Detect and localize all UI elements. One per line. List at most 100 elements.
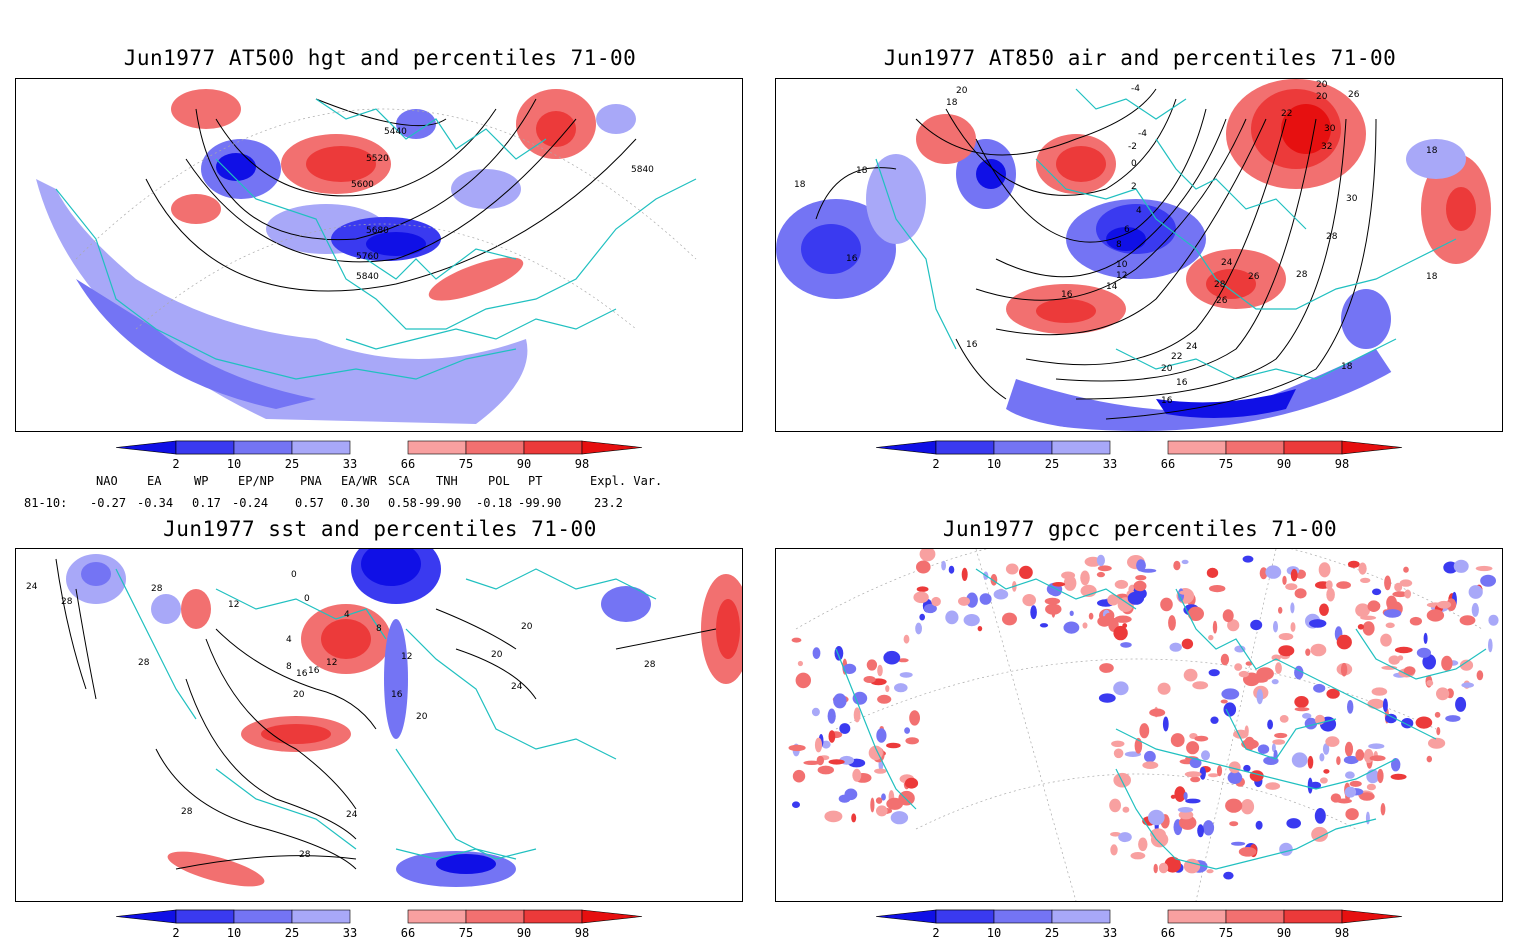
precip-cell: [923, 603, 937, 614]
colorbar-swatch: [523, 440, 583, 455]
colorbar-swatch: [291, 909, 351, 924]
contour-label: 26: [1248, 272, 1260, 282]
contour-label: 28: [151, 584, 163, 594]
precip-cell: [817, 765, 834, 775]
precip-cell: [1187, 606, 1204, 621]
colorbar-label: 10: [226, 926, 242, 940]
colorbar-arrow-high: [1341, 909, 1403, 924]
precip-cell: [1394, 582, 1403, 592]
precip-cell: [931, 596, 941, 607]
precip-cell: [1322, 743, 1330, 755]
precip-cell: [1157, 682, 1171, 695]
tele-header: EA/WR: [341, 474, 378, 488]
contour-label: 24: [1221, 258, 1233, 268]
contour-label: 28: [1296, 270, 1308, 280]
precip-cell: [1426, 680, 1434, 687]
precip-cell: [1347, 560, 1360, 568]
precip-cell: [1366, 783, 1376, 791]
precip-cell: [821, 740, 831, 749]
tele-value: 0.57: [295, 496, 324, 510]
precip-cell: [919, 549, 936, 562]
precip-cell: [1220, 699, 1228, 704]
precip-cell: [1133, 580, 1147, 592]
precip-cell: [1290, 622, 1296, 632]
precip-cell: [1349, 780, 1362, 787]
precip-cell: [977, 626, 983, 632]
precip-cell: [1177, 807, 1194, 813]
colorbar-label: 90: [516, 926, 532, 940]
contour-label: 5840: [356, 272, 379, 282]
colorbar-top-left: 2 10 25 33 66 75 90 98: [116, 439, 646, 471]
precip-cell: [1471, 602, 1479, 617]
precip-cell: [874, 768, 887, 774]
precip-cell: [909, 710, 920, 726]
precip-cell: [866, 659, 878, 671]
tele-header: WP: [194, 474, 209, 488]
contour-label: 4: [286, 635, 292, 645]
precip-cell: [1409, 616, 1422, 626]
colorbar-label: 90: [1276, 926, 1292, 940]
precip-cell: [843, 663, 857, 674]
contour-label: 20: [416, 712, 428, 722]
precip-cell: [885, 685, 890, 693]
colorbar-swatch: [993, 440, 1053, 455]
colorbar-swatch: [1283, 440, 1343, 455]
precip-cell: [1436, 727, 1441, 736]
contour-label: 16: [1161, 396, 1173, 406]
precip-cell: [1142, 761, 1159, 769]
precip-cell: [913, 591, 929, 604]
colorbar-swatch: [233, 909, 293, 924]
precip-cell: [1476, 670, 1484, 681]
precip-cell: [1061, 571, 1076, 580]
precip-cell: [1148, 809, 1165, 826]
precip-cell: [792, 769, 806, 783]
precip-cell: [1005, 563, 1019, 575]
contour-label: 16: [1061, 290, 1073, 300]
precip-cell: [1181, 559, 1189, 565]
contour-label: 18: [1426, 146, 1438, 156]
precip-cell: [1383, 609, 1402, 618]
precip-cell: [1358, 562, 1367, 575]
precip-cell: [1343, 755, 1359, 765]
tele-row-label: 81-10:: [24, 496, 68, 510]
precip-cell: [1286, 818, 1301, 829]
precip-cell: [1181, 638, 1194, 650]
precip-cell: [1382, 698, 1388, 712]
tele-value: 0.58: [388, 496, 417, 510]
precip-cell: [1184, 771, 1202, 778]
precip-cell: [1255, 820, 1263, 830]
precip-cell: [1164, 856, 1181, 873]
colorbar-swatch: [1167, 909, 1227, 924]
precip-cell: [1319, 603, 1329, 616]
precip-cell: [795, 672, 811, 689]
contour-label: 28: [61, 597, 73, 607]
precip-cell: [1319, 753, 1325, 762]
tele-value: -0.34: [137, 496, 174, 510]
colorbar-swatch: [465, 909, 525, 924]
precip-cell: [1220, 653, 1230, 666]
precip-cell: [1222, 609, 1234, 623]
contour-label: 32: [1321, 142, 1332, 152]
colorbar-label: 33: [342, 926, 358, 940]
colorbar-swatches: [116, 909, 643, 924]
precip-cell: [1285, 583, 1298, 591]
colorbar-label: 2: [932, 926, 940, 940]
contour-label: 22: [1281, 109, 1292, 119]
precip-cell: [905, 737, 919, 745]
precip-cell: [1088, 612, 1094, 620]
precip-cell: [1453, 559, 1469, 573]
contour-label: -2: [1128, 142, 1137, 152]
precip-cell: [1426, 755, 1432, 763]
precip-cell: [1183, 792, 1188, 800]
contour-label: 24: [1186, 342, 1198, 352]
colorbar-arrow-low: [116, 440, 177, 455]
precip-cell: [1318, 562, 1331, 578]
precip-cell: [1369, 755, 1386, 762]
precip-cell: [853, 707, 861, 723]
precip-cell: [1367, 600, 1381, 612]
precip-cell: [1355, 603, 1370, 618]
precip-cell: [1488, 638, 1493, 653]
contour-label: 18: [1341, 362, 1353, 372]
precip-cell: [1426, 609, 1445, 622]
precip-cell: [1179, 590, 1191, 595]
